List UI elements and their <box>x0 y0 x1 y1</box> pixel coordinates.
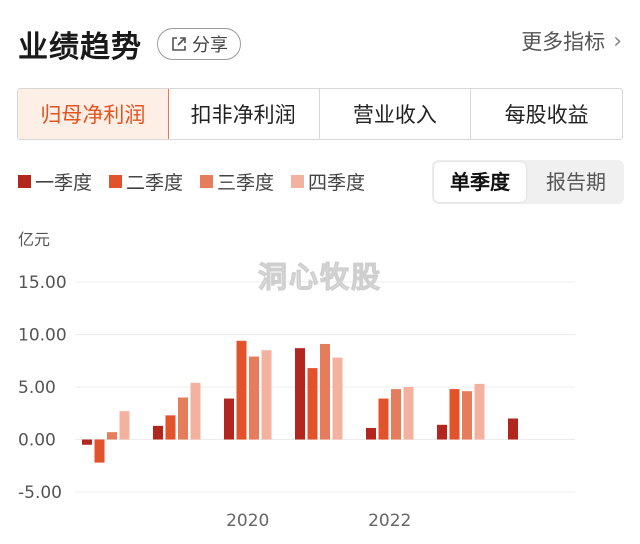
legend-item-q2[interactable]: 二季度 <box>109 168 183 195</box>
y-tick-label: 0.00 <box>18 431 56 451</box>
watermark-text: 洞心牧股 <box>257 260 383 295</box>
legend-swatch <box>18 175 31 188</box>
legend-item-q4[interactable]: 四季度 <box>291 168 365 195</box>
bar[interactable] <box>107 432 117 440</box>
share-button[interactable]: 分享 <box>157 28 241 60</box>
header: 业绩趋势 分享 更多指标 › <box>0 0 640 80</box>
share-icon <box>172 37 186 51</box>
more-indicators-link[interactable]: 更多指标 › <box>521 26 622 56</box>
bar[interactable] <box>403 387 414 440</box>
period-option-quarterly[interactable]: 单季度 <box>434 162 526 202</box>
share-label: 分享 <box>192 35 228 56</box>
period-option-report[interactable]: 报告期 <box>546 170 606 194</box>
bar[interactable] <box>94 439 105 463</box>
bar[interactable] <box>366 427 376 440</box>
bar[interactable] <box>378 398 389 440</box>
y-axis-unit: 亿元 <box>18 230 50 249</box>
bar[interactable] <box>153 425 163 440</box>
y-tick-label: 15.00 <box>18 273 67 293</box>
bar[interactable] <box>449 389 460 440</box>
bar[interactable] <box>82 439 92 445</box>
chart-legend: 一季度 二季度 三季度 四季度 <box>18 168 382 195</box>
bar[interactable] <box>224 398 234 440</box>
bar[interactable] <box>462 391 472 440</box>
x-tick-label: 2020 <box>226 511 269 531</box>
period-toggle: 单季度 报告期 <box>432 160 624 204</box>
bar[interactable] <box>332 357 343 440</box>
legend-item-q1[interactable]: 一季度 <box>18 168 92 195</box>
y-tick-label: 10.00 <box>18 326 67 346</box>
legend-label: 三季度 <box>217 172 275 194</box>
legend-swatch <box>291 175 305 188</box>
y-tick-label: -5.00 <box>18 483 62 503</box>
bar[interactable] <box>236 340 247 440</box>
tab-eps[interactable]: 每股收益 <box>504 103 589 127</box>
legend-swatch <box>109 175 123 188</box>
more-indicators-label: 更多指标 <box>521 30 606 54</box>
bar-chart: 亿元 15.00 10.00 5.00 0.00 -5.00 2020 2022 <box>18 230 575 531</box>
metric-tabs: 归母净利润 扣非净利润 营业收入 每股收益 <box>17 88 623 140</box>
legend-label: 一季度 <box>35 172 93 194</box>
bar[interactable] <box>249 356 259 440</box>
bar[interactable] <box>119 411 130 440</box>
x-tick-label: 2022 <box>368 511 411 531</box>
y-tick-label: 5.00 <box>18 378 56 398</box>
legend-item-q3[interactable]: 三季度 <box>200 168 274 195</box>
bar[interactable] <box>437 424 447 440</box>
page-title: 业绩趋势 <box>18 30 142 65</box>
bar[interactable] <box>295 348 305 440</box>
bar[interactable] <box>508 418 518 440</box>
bar[interactable] <box>261 350 272 440</box>
tab-revenue[interactable]: 营业收入 <box>320 89 472 139</box>
bar[interactable] <box>391 389 401 440</box>
legend-swatch <box>200 175 214 188</box>
bar[interactable] <box>165 415 176 440</box>
legend-label: 二季度 <box>126 172 184 194</box>
bar[interactable] <box>474 383 485 440</box>
bar[interactable] <box>307 368 318 440</box>
bar[interactable] <box>178 397 188 440</box>
tab-deducted-net-profit[interactable]: 扣非净利润 <box>168 89 320 139</box>
tab-net-profit[interactable]: 归母净利润 <box>18 89 170 139</box>
bar[interactable] <box>190 382 201 440</box>
legend-label: 四季度 <box>308 172 366 194</box>
bar[interactable] <box>320 343 330 440</box>
chevron-right-icon: › <box>613 28 622 54</box>
